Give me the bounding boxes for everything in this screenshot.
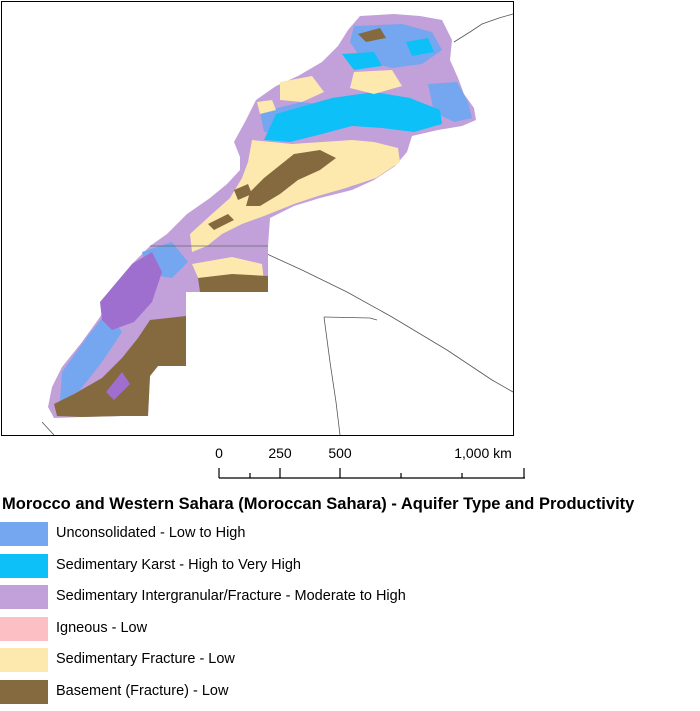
sedfracture-zone [350, 70, 402, 94]
legend-item-unconsolidated: Unconsolidated - Low to High [0, 521, 520, 553]
legend-swatch [0, 553, 48, 578]
aquifer-map [41, 13, 513, 435]
basement-zone [234, 184, 252, 200]
country-shape [48, 14, 476, 418]
sedfracture-zone [280, 76, 324, 102]
karst-zone [342, 52, 382, 70]
legend-item-sedimentary-fracture: Sedimentary Fracture - Low [0, 647, 520, 679]
basement-zone [358, 28, 386, 42]
legend-swatch [0, 585, 48, 610]
scale-bar: 0 250 500 1,000 km [205, 444, 525, 484]
karst-zone [264, 92, 442, 142]
neighbour-borders [41, 13, 513, 435]
scale-label-0: 0 [215, 445, 223, 461]
legend-item-sedimentary-karst: Sedimentary Karst - High to Very High [0, 553, 520, 585]
legend-title: Morocco and Western Sahara (Moroccan Sah… [2, 495, 635, 513]
legend-item-sedimentary-intergranular: Sedimentary Intergranular/Fracture - Mod… [0, 584, 520, 616]
legend-label: Unconsolidated - Low to High [56, 525, 246, 541]
scale-label-500: 500 [328, 445, 352, 461]
legend-swatch [0, 648, 48, 673]
legend-item-basement: Basement (Fracture) - Low [0, 679, 520, 711]
map-frame[interactable] [1, 1, 514, 436]
legend-label: Igneous - Low [56, 619, 148, 636]
intergranular-dark-zone [106, 372, 130, 400]
karst-zone [406, 38, 434, 56]
legend-swatch [0, 616, 48, 641]
legend-label: Sedimentary Fracture - Low [56, 651, 235, 668]
basement-zone [54, 316, 186, 417]
legend-item-igneous: Igneous - Low [0, 616, 520, 648]
scale-bar-line [218, 468, 525, 479]
sedfracture-zone [190, 140, 400, 252]
basement-zone [208, 214, 234, 230]
legend: Unconsolidated - Low to High Sedimentary… [0, 521, 520, 711]
scale-label-1000: 1,000 km [454, 445, 512, 461]
sedfracture-zone [257, 100, 276, 114]
basement-zone [198, 274, 268, 292]
legend-label: Sedimentary Intergranular/Fracture - Mod… [56, 588, 406, 605]
basement-zone [246, 150, 336, 206]
intergranular-dark-zone [100, 252, 162, 330]
legend-label: Basement (Fracture) - Low [56, 682, 229, 699]
legend-swatch [0, 522, 48, 546]
legend-swatch [0, 679, 48, 704]
legend-label: Sedimentary Karst - High to Very High [56, 556, 301, 573]
scale-label-250: 250 [268, 445, 292, 461]
unconsolidated-zone [60, 312, 122, 402]
